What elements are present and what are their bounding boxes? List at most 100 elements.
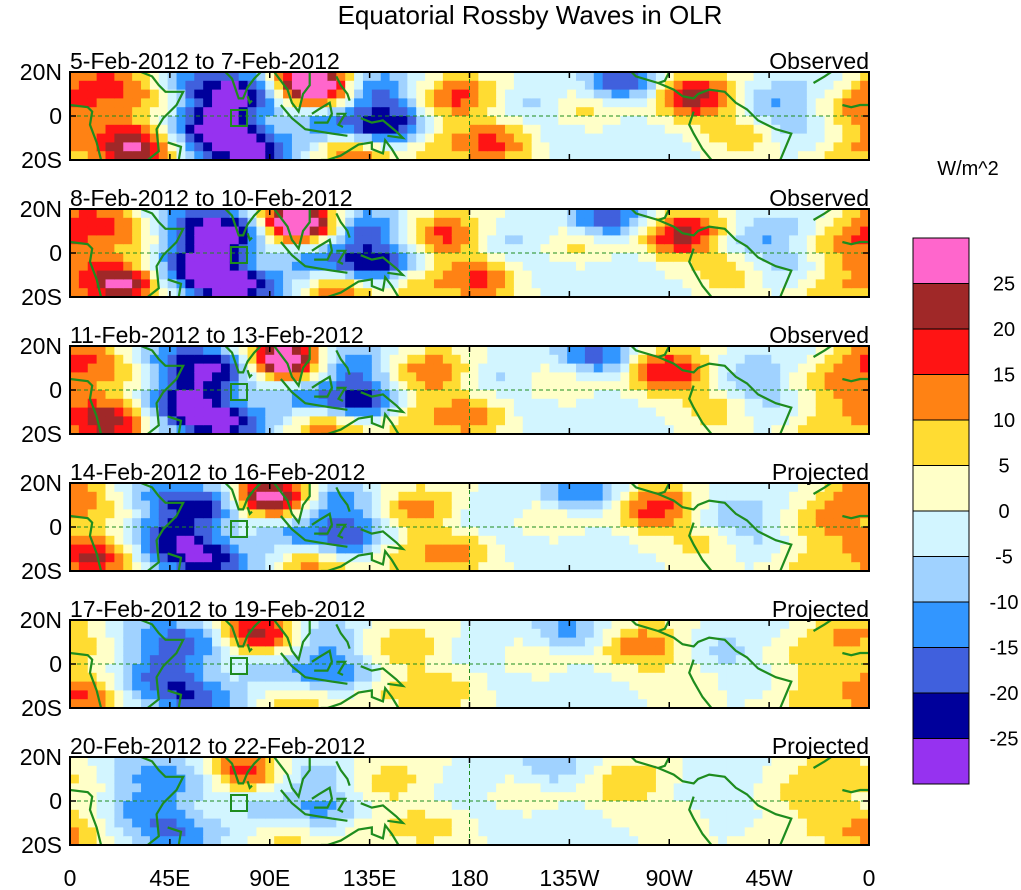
field-cell (123, 372, 133, 382)
field-cell (576, 381, 586, 391)
field-cell (797, 80, 808, 91)
field-cell (629, 398, 639, 409)
field-cell (478, 483, 488, 493)
field-cell (735, 681, 746, 691)
field-cell (96, 390, 107, 400)
field-cell (700, 72, 710, 82)
field-cell (576, 416, 586, 426)
field-cell (664, 398, 675, 409)
field-cell (718, 244, 728, 254)
field-cell (220, 509, 231, 519)
field-cell (762, 151, 772, 160)
field-cell (167, 209, 178, 219)
field-cell (540, 261, 550, 272)
field-cell (132, 217, 142, 228)
field-cell (602, 288, 613, 297)
field-cell (318, 107, 329, 117)
field-cell (602, 80, 613, 91)
field-cell (824, 518, 835, 528)
field-cell (638, 500, 648, 510)
field-cell (433, 235, 444, 245)
field-cell (469, 637, 479, 647)
field-cell (87, 116, 98, 126)
field-cell (185, 664, 195, 674)
field-cell (362, 244, 373, 254)
field-cell (212, 527, 222, 537)
field-cell (531, 491, 542, 502)
field-cell (371, 672, 382, 683)
field-cell (700, 518, 710, 528)
field-cell (726, 544, 737, 554)
field-cell (345, 72, 355, 82)
field-cell (105, 792, 115, 802)
field-cell (220, 390, 231, 400)
field-cell (167, 527, 178, 537)
field-cell (354, 407, 364, 417)
field-cell (691, 107, 701, 117)
field-cell (451, 270, 462, 280)
field-cell (416, 133, 426, 143)
field-cell (611, 637, 622, 647)
field-cell (815, 80, 826, 91)
field-cell (176, 483, 187, 493)
field-cell (274, 80, 284, 91)
field-cell (815, 372, 826, 382)
field-cell (194, 500, 204, 510)
field-cell (797, 690, 808, 700)
field-cell (700, 346, 710, 356)
field-cell (167, 765, 178, 776)
field-cell (451, 655, 462, 665)
field-cell (469, 544, 479, 554)
field-cell (522, 681, 533, 691)
field-cell (549, 244, 559, 254)
field-cell (105, 836, 115, 845)
field-cell (576, 151, 586, 160)
field-cell (380, 527, 391, 537)
field-cell (407, 637, 417, 647)
field-cell (611, 80, 622, 91)
field-cell (229, 827, 240, 837)
field-cell (771, 98, 781, 108)
field-cell (185, 133, 195, 143)
field-cell (283, 151, 293, 160)
field-cell (70, 381, 80, 391)
field-cell (522, 699, 533, 708)
field-cell (718, 562, 728, 571)
field-cell (709, 372, 719, 382)
field-cell (797, 261, 808, 272)
field-cell (327, 261, 337, 272)
field-cell (362, 89, 373, 99)
field-cell (576, 116, 586, 126)
field-cell (114, 562, 124, 571)
field-cell (87, 133, 98, 143)
field-cell (522, 133, 533, 143)
field-cell (549, 483, 559, 493)
field-cell (336, 98, 346, 108)
field-cell (513, 699, 524, 708)
field-cell (718, 672, 728, 683)
field-cell (851, 363, 861, 373)
field-cell (451, 491, 462, 502)
field-cell (87, 836, 98, 845)
field-cell (203, 774, 213, 784)
field-cell (362, 270, 373, 280)
coastline (311, 238, 334, 261)
field-cell (398, 690, 408, 700)
field-cell (220, 518, 231, 528)
field-cell (513, 217, 524, 228)
field-cell (176, 535, 187, 546)
field-cell (655, 562, 666, 571)
field-cell (327, 80, 337, 91)
field-cell (176, 244, 187, 254)
field-cell (256, 133, 266, 143)
field-cell (123, 425, 133, 434)
field-cell (593, 699, 604, 708)
field-cell (673, 346, 684, 356)
field-cell (718, 681, 728, 691)
field-cell (362, 80, 373, 91)
field-cell (362, 279, 373, 289)
field-cell (291, 416, 302, 426)
field-cell (762, 390, 772, 400)
field-cell (478, 217, 488, 228)
field-cell (469, 553, 479, 563)
